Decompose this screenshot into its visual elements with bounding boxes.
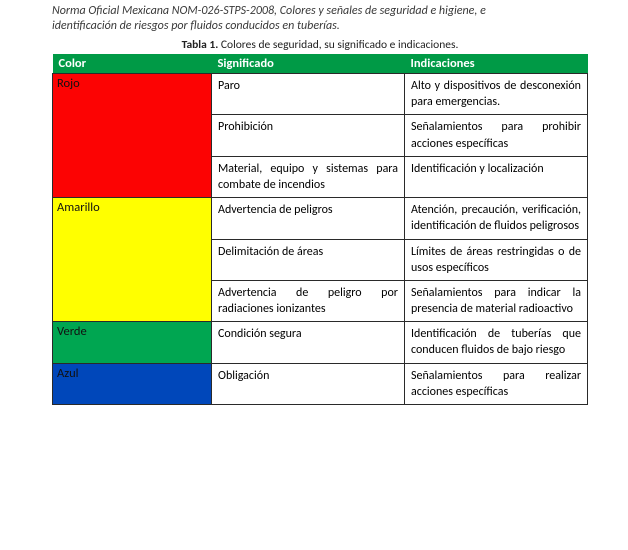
cell-indicaciones: Límites de áreas restringidas o de usos … [405,239,588,280]
table-row: Verde Condición segura Identificación de… [53,322,588,363]
table-caption: Tabla 1. Colores de seguridad, su signif… [52,38,588,52]
cell-indicaciones: Señalamientos para indicar la presencia … [405,280,588,321]
table-header-row: Color Significado Indicaciones [53,54,588,74]
cell-significado: Advertencia de peligro por radiaciones i… [212,280,405,321]
cell-significado: Obligación [212,363,405,404]
intro-line2: identificación de riesgos por fluidos co… [52,19,340,33]
cell-indicaciones: Alto y dispositivos de desconexión para … [405,74,588,115]
intro-line1: Norma Oficial Mexicana NOM-026-STPS-2008… [52,4,486,18]
cell-significado: Prohibición [212,115,405,156]
color-swatch-rojo: Rojo [53,74,212,198]
cell-indicaciones: Señalamientos para realizar acciones esp… [405,363,588,404]
table-row: Rojo Paro Alto y dispositivos de descone… [53,74,588,115]
cell-indicaciones: Identificación y localización [405,156,588,197]
table-row: Azul Obligación Señalamientos para reali… [53,363,588,404]
intro-text: Norma Oficial Mexicana NOM-026-STPS-2008… [52,4,588,34]
safety-colors-table: Color Significado Indicaciones Rojo Paro… [52,54,588,405]
color-swatch-amarillo: Amarillo [53,198,212,322]
col-indicaciones: Indicaciones [405,54,588,74]
col-significado: Significado [212,54,405,74]
cell-indicaciones: Atención, precaución, verificación, iden… [405,198,588,239]
color-swatch-azul: Azul [53,363,212,404]
cell-significado: Material, equipo y sistemas para combate… [212,156,405,197]
cell-significado: Paro [212,74,405,115]
table-row: Amarillo Advertencia de peligros Atenció… [53,198,588,239]
cell-indicaciones: Señalamientos para prohibir acciones esp… [405,115,588,156]
cell-significado: Advertencia de peligros [212,198,405,239]
caption-text: Colores de seguridad, su significado e i… [218,38,458,52]
cell-indicaciones: Identificación de tuberías que conducen … [405,322,588,363]
col-color: Color [53,54,212,74]
cell-significado: Delimitación de áreas [212,239,405,280]
cell-significado: Condición segura [212,322,405,363]
color-swatch-verde: Verde [53,322,212,363]
caption-label: Tabla 1. [182,38,219,52]
